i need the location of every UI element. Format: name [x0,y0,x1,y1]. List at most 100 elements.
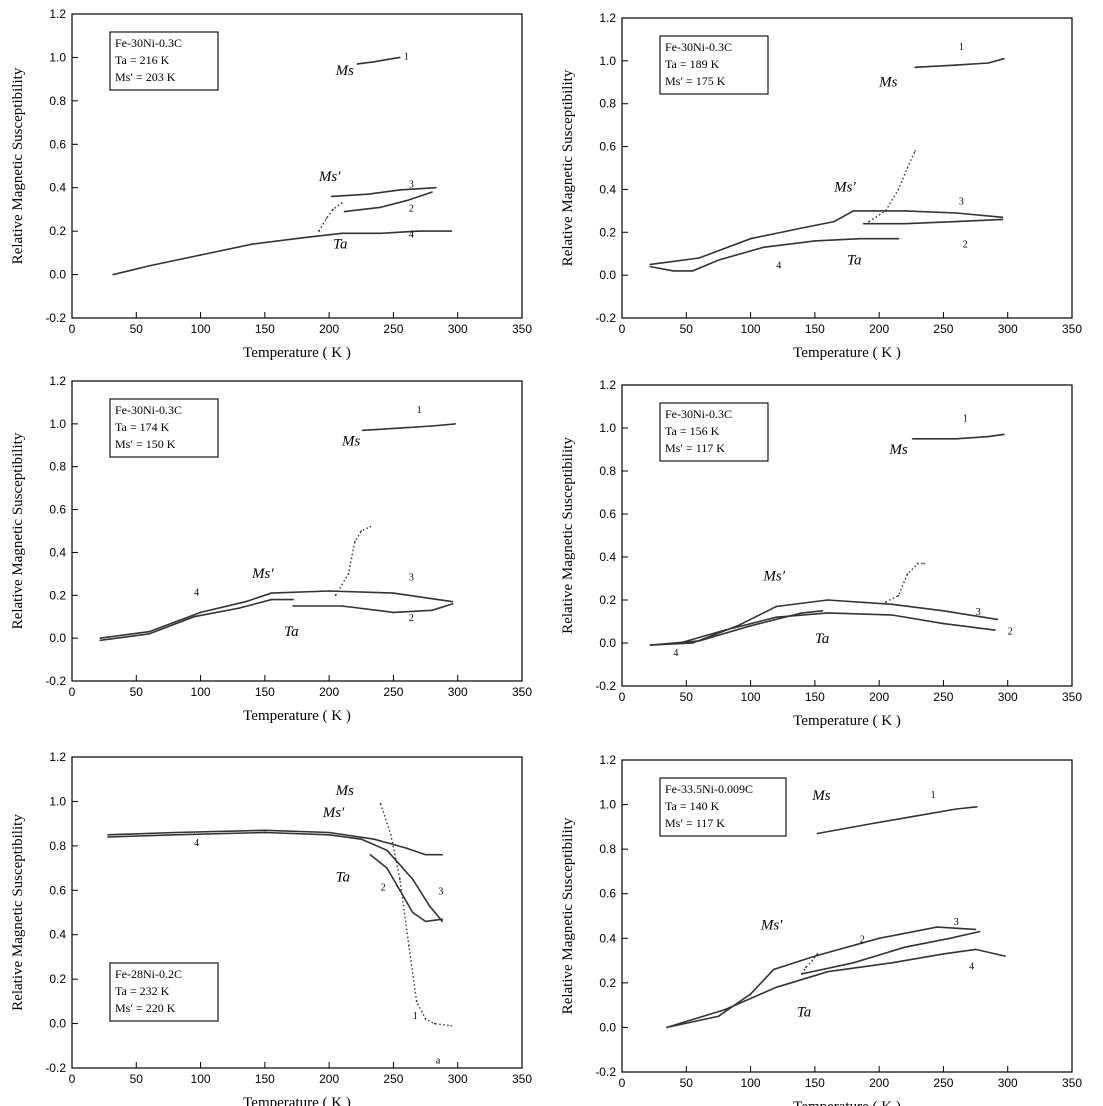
y-axis-label: Relative Magnetic Susceptibility [10,67,26,264]
curve-label: 1 [417,405,422,416]
data-point [454,423,456,425]
y-tick-label: 1.2 [599,11,616,25]
curve-label: 1 [931,790,936,801]
data-point [826,599,829,601]
data-point [399,889,401,892]
curve-label: 3 [409,180,414,191]
plot-frame [621,759,1073,1073]
data-point [775,605,778,608]
curve-label: 2 [963,239,968,250]
data-point [369,525,372,528]
series-line-4 [112,230,452,276]
info-box: Fe-28Ni-0.2C Ta = 232 K Ms′ = 220 K [109,962,219,1022]
y-tick-label: 0.8 [599,842,616,856]
data-point [174,831,176,834]
curve-label: 4 [969,961,974,972]
data-point [749,993,752,995]
data-point [821,609,824,612]
data-point [691,270,694,272]
series-line-1 [817,806,977,835]
y-tick-label: 0.8 [49,94,66,108]
data-point [884,210,887,212]
x-tick-label: 50 [680,322,694,336]
data-point [450,230,453,232]
y-tick-label: 1.2 [49,750,66,764]
curve-label: 1 [413,1011,418,1022]
temperature-marker-label: Ta [336,869,350,885]
data-point [666,1026,668,1029]
y-tick-label: 0.4 [599,550,616,564]
data-point [772,968,775,971]
data-point [987,62,990,64]
data-point [914,150,916,152]
curve-label: 1 [963,414,968,425]
x-tick-label: 50 [130,685,144,699]
x-tick-label: 0 [619,322,626,336]
series-line-4 [666,948,1006,1029]
x-tick-label: 350 [512,322,532,336]
series-line-1 [379,803,452,1027]
data-point [332,208,334,211]
y-axis-label: Relative Magnetic Susceptibility [560,69,576,266]
data-point [251,243,253,245]
y-tick-label: 0.6 [49,883,66,897]
x-tick-label: 150 [805,1076,825,1090]
x-tick-label: 50 [680,1076,694,1090]
curve-label: 2 [1008,626,1013,637]
y-tick-label: 0.2 [599,225,616,239]
x-tick-label: 0 [69,1072,76,1086]
x-tick-label: 150 [255,1072,275,1086]
x-tick-label: 300 [448,322,468,336]
info-box-line: Ta = 174 K [115,420,170,434]
chart-panel-6: 0 50 100 150 200 250 300 350 -0.2 0.0 0.2 0.4 0.6 0.8… [560,753,1082,1106]
info-box-line: Ms′ = 175 K [665,74,726,88]
info-box-line: Fe-30Ni-0.3C [115,36,182,50]
y-tick-label: 1.0 [49,417,66,431]
curve-label: 4 [409,230,414,241]
temperature-marker-label: Ms′ [322,805,345,821]
x-tick-label: 250 [933,690,953,704]
data-point [942,953,945,955]
data-point [405,199,408,202]
data-point [942,622,945,625]
data-point [923,562,925,565]
y-axis-label: Relative Magnetic Susceptibility [560,437,576,634]
series-line-3 [100,590,453,639]
data-point [399,878,401,880]
data-point [399,56,401,59]
data-point [878,937,880,940]
data-point [356,63,359,65]
data-point [916,562,919,565]
curve-label: 2 [409,613,414,624]
data-point [691,642,694,644]
y-tick-label: 0.2 [49,224,66,238]
info-box-frame [109,962,219,1022]
x-tick-label: 150 [805,690,825,704]
data-point [749,237,752,240]
x-tick-label: 350 [1062,322,1082,336]
data-point [994,629,996,631]
data-point [148,630,150,633]
y-tick-label: 0.4 [49,928,66,942]
curve-label: 1 [404,52,409,63]
data-point [431,425,433,427]
chart-panel-4: 0 50 100 150 200 250 300 350 -0.2 0.0 0.2 0.4 0.6 0.8… [560,378,1082,729]
curve-label: 4 [776,261,781,272]
data-point [328,590,330,592]
data-point [805,966,807,969]
y-tick-label: 0.6 [49,503,66,517]
x-tick-label: 300 [998,322,1018,336]
data-point [441,918,444,920]
curve-label: 4 [673,648,678,659]
data-point [373,60,375,63]
y-tick-label: 0.6 [599,507,616,521]
info-box-line: Ms′ = 150 K [115,437,176,451]
x-axis-label: Temperature ( K ) [793,713,901,729]
data-point [906,573,909,575]
temperature-marker-label: Ta [815,631,829,647]
data-point [862,222,865,225]
data-point [415,1000,418,1003]
data-point [859,237,861,240]
x-tick-label: 150 [805,322,825,336]
y-tick-label: 1.0 [599,798,616,812]
